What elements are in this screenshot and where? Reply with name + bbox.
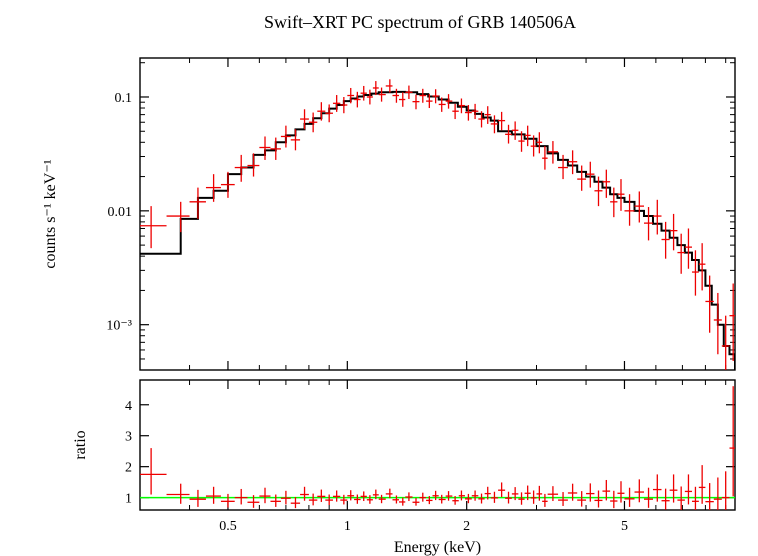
svg-text:0.01: 0.01	[108, 205, 133, 220]
svg-text:5: 5	[621, 519, 628, 534]
svg-text:0.5: 0.5	[219, 519, 237, 534]
xlabel: Energy (keV)	[394, 539, 481, 556]
chart-title: Swift–XRT PC spectrum of GRB 140506A	[264, 12, 576, 32]
svg-text:2: 2	[125, 461, 132, 476]
spectrum-chart: Swift–XRT PC spectrum of GRB 140506A 0.5 1…	[0, 0, 758, 556]
ylabel-top: counts s⁻¹ keV⁻¹	[42, 159, 59, 268]
model-line	[140, 92, 735, 370]
svg-text:3: 3	[125, 430, 132, 445]
svg-text:1: 1	[344, 519, 351, 534]
svg-text:10⁻³: 10⁻³	[106, 319, 132, 334]
svg-text:2: 2	[463, 519, 470, 534]
ylabel-bottom: ratio	[72, 430, 89, 459]
svg-text:1: 1	[125, 492, 132, 507]
svg-text:4: 4	[125, 399, 132, 414]
svg-text:0.1: 0.1	[115, 91, 133, 106]
